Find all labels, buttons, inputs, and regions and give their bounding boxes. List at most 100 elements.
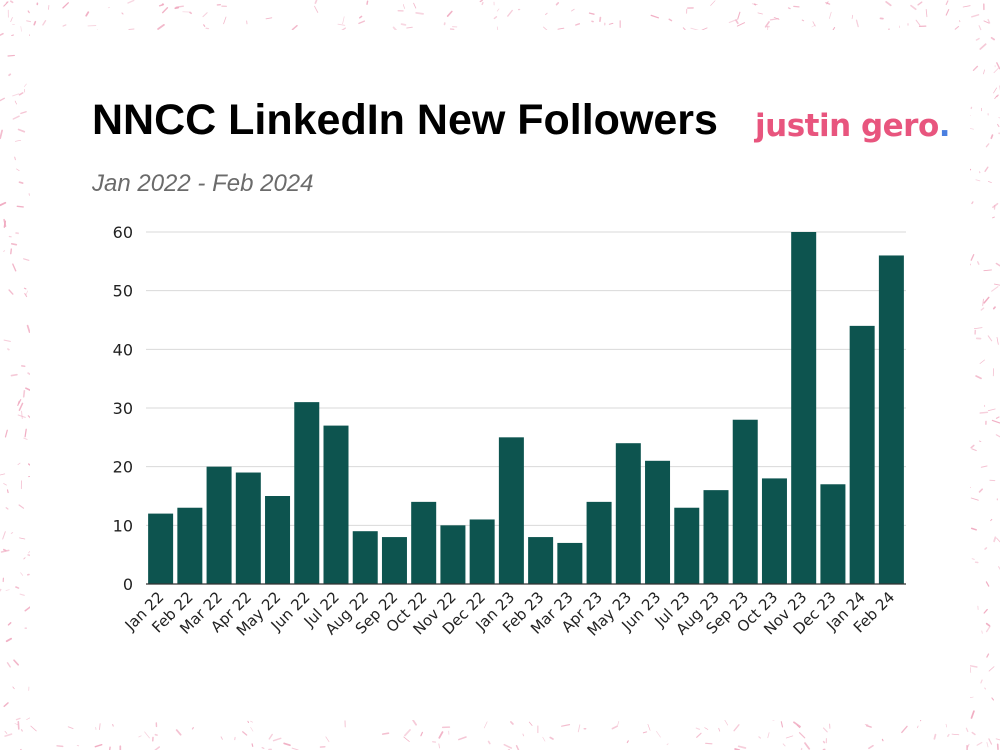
speckle-mark	[446, 10, 453, 17]
speckle-mark	[7, 622, 12, 626]
speckle-mark	[481, 2, 484, 6]
speckle-mark	[733, 724, 740, 732]
speckle-mark	[250, 726, 254, 732]
bar	[323, 425, 349, 584]
bar	[703, 490, 729, 584]
bar	[381, 537, 407, 584]
speckle-mark	[8, 289, 14, 295]
bar	[849, 325, 875, 584]
speckle-mark	[283, 742, 291, 747]
bar	[206, 466, 232, 584]
speckle-mark	[656, 730, 661, 738]
speckle-mark	[571, 8, 575, 12]
speckle-mark	[975, 37, 980, 41]
speckle-mark	[979, 411, 989, 414]
speckle-mark	[767, 732, 770, 739]
speckle-mark	[983, 269, 992, 272]
speckle-mark	[62, 2, 69, 9]
speckle-mark	[0, 129, 3, 140]
y-tick-label: 50	[113, 282, 133, 301]
speckle-mark	[12, 263, 17, 272]
bar	[352, 531, 378, 584]
speckle-mark	[983, 296, 990, 304]
speckle-mark	[0, 549, 10, 553]
speckle-mark	[976, 741, 983, 746]
speckle-mark	[121, 12, 124, 15]
speckle-mark	[420, 731, 423, 737]
speckle-mark	[885, 1, 892, 7]
speckle-mark	[7, 348, 10, 351]
speckle-mark	[543, 26, 548, 31]
bar	[265, 496, 291, 584]
speckle-mark	[945, 0, 949, 6]
speckle-mark	[17, 128, 26, 133]
speckle-mark	[978, 488, 983, 493]
brand-logo: justin gero.	[755, 108, 951, 144]
chart-title: NNCC LinkedIn New Followers	[92, 96, 718, 144]
speckle-mark	[10, 248, 12, 255]
speckle-mark	[985, 143, 990, 148]
speckle-mark	[14, 723, 19, 726]
speckle-mark	[737, 745, 747, 749]
speckle-mark	[19, 537, 26, 540]
speckle-mark	[33, 20, 37, 26]
speckle-mark	[690, 27, 699, 31]
speckle-mark	[510, 721, 514, 725]
speckle-mark	[917, 725, 919, 729]
speckle-mark	[575, 23, 581, 26]
speckle-mark	[438, 731, 444, 739]
speckle-mark	[522, 733, 525, 737]
speckle-mark	[557, 27, 565, 30]
speckle-mark	[990, 518, 993, 522]
speckle-mark	[991, 286, 999, 292]
speckle-mark	[988, 738, 993, 745]
speckle-mark	[804, 742, 811, 750]
speckle-mark	[12, 686, 15, 690]
speckle-mark	[757, 12, 763, 15]
speckle-mark	[855, 19, 859, 28]
speckle-mark	[12, 115, 20, 120]
speckle-mark	[985, 622, 991, 627]
speckle-mark	[161, 3, 164, 6]
speckle-mark	[5, 507, 9, 510]
speckle-mark	[561, 723, 571, 727]
speckle-mark	[10, 17, 13, 22]
speckle-mark	[3, 250, 6, 252]
speckle-mark	[701, 27, 708, 31]
speckle-mark	[925, 9, 928, 18]
speckle-mark	[314, 5, 319, 13]
speckle-mark	[995, 434, 1000, 438]
speckle-mark	[337, 23, 346, 26]
speckle-mark	[611, 725, 619, 730]
speckle-mark	[23, 287, 27, 290]
speckle-mark	[175, 5, 184, 8]
speckle-mark	[2, 531, 6, 540]
bar	[557, 542, 583, 584]
speckle-mark	[718, 727, 721, 732]
speckle-mark	[682, 27, 686, 31]
speckle-mark	[986, 653, 990, 658]
speckle-mark	[19, 593, 25, 596]
speckle-mark	[8, 73, 12, 77]
speckle-mark	[710, 0, 716, 6]
speckle-mark	[11, 34, 14, 36]
speckle-mark	[112, 724, 114, 727]
speckle-mark	[970, 527, 977, 531]
speckle-mark	[415, 12, 424, 15]
bar	[177, 507, 203, 584]
speckle-mark	[127, 0, 135, 4]
speckle-mark	[826, 1, 829, 5]
speckle-mark	[970, 254, 975, 261]
speckle-mark	[822, 740, 826, 744]
speckle-mark	[413, 2, 417, 9]
speckle-mark	[16, 205, 24, 208]
speckle-mark	[99, 723, 101, 731]
speckle-mark	[915, 19, 921, 26]
speckle-mark	[992, 216, 995, 219]
speckle-mark	[191, 727, 194, 730]
speckle-mark	[28, 193, 31, 196]
speckle-mark	[991, 697, 995, 701]
speckle-mark	[978, 440, 982, 442]
speckle-mark	[981, 630, 983, 634]
